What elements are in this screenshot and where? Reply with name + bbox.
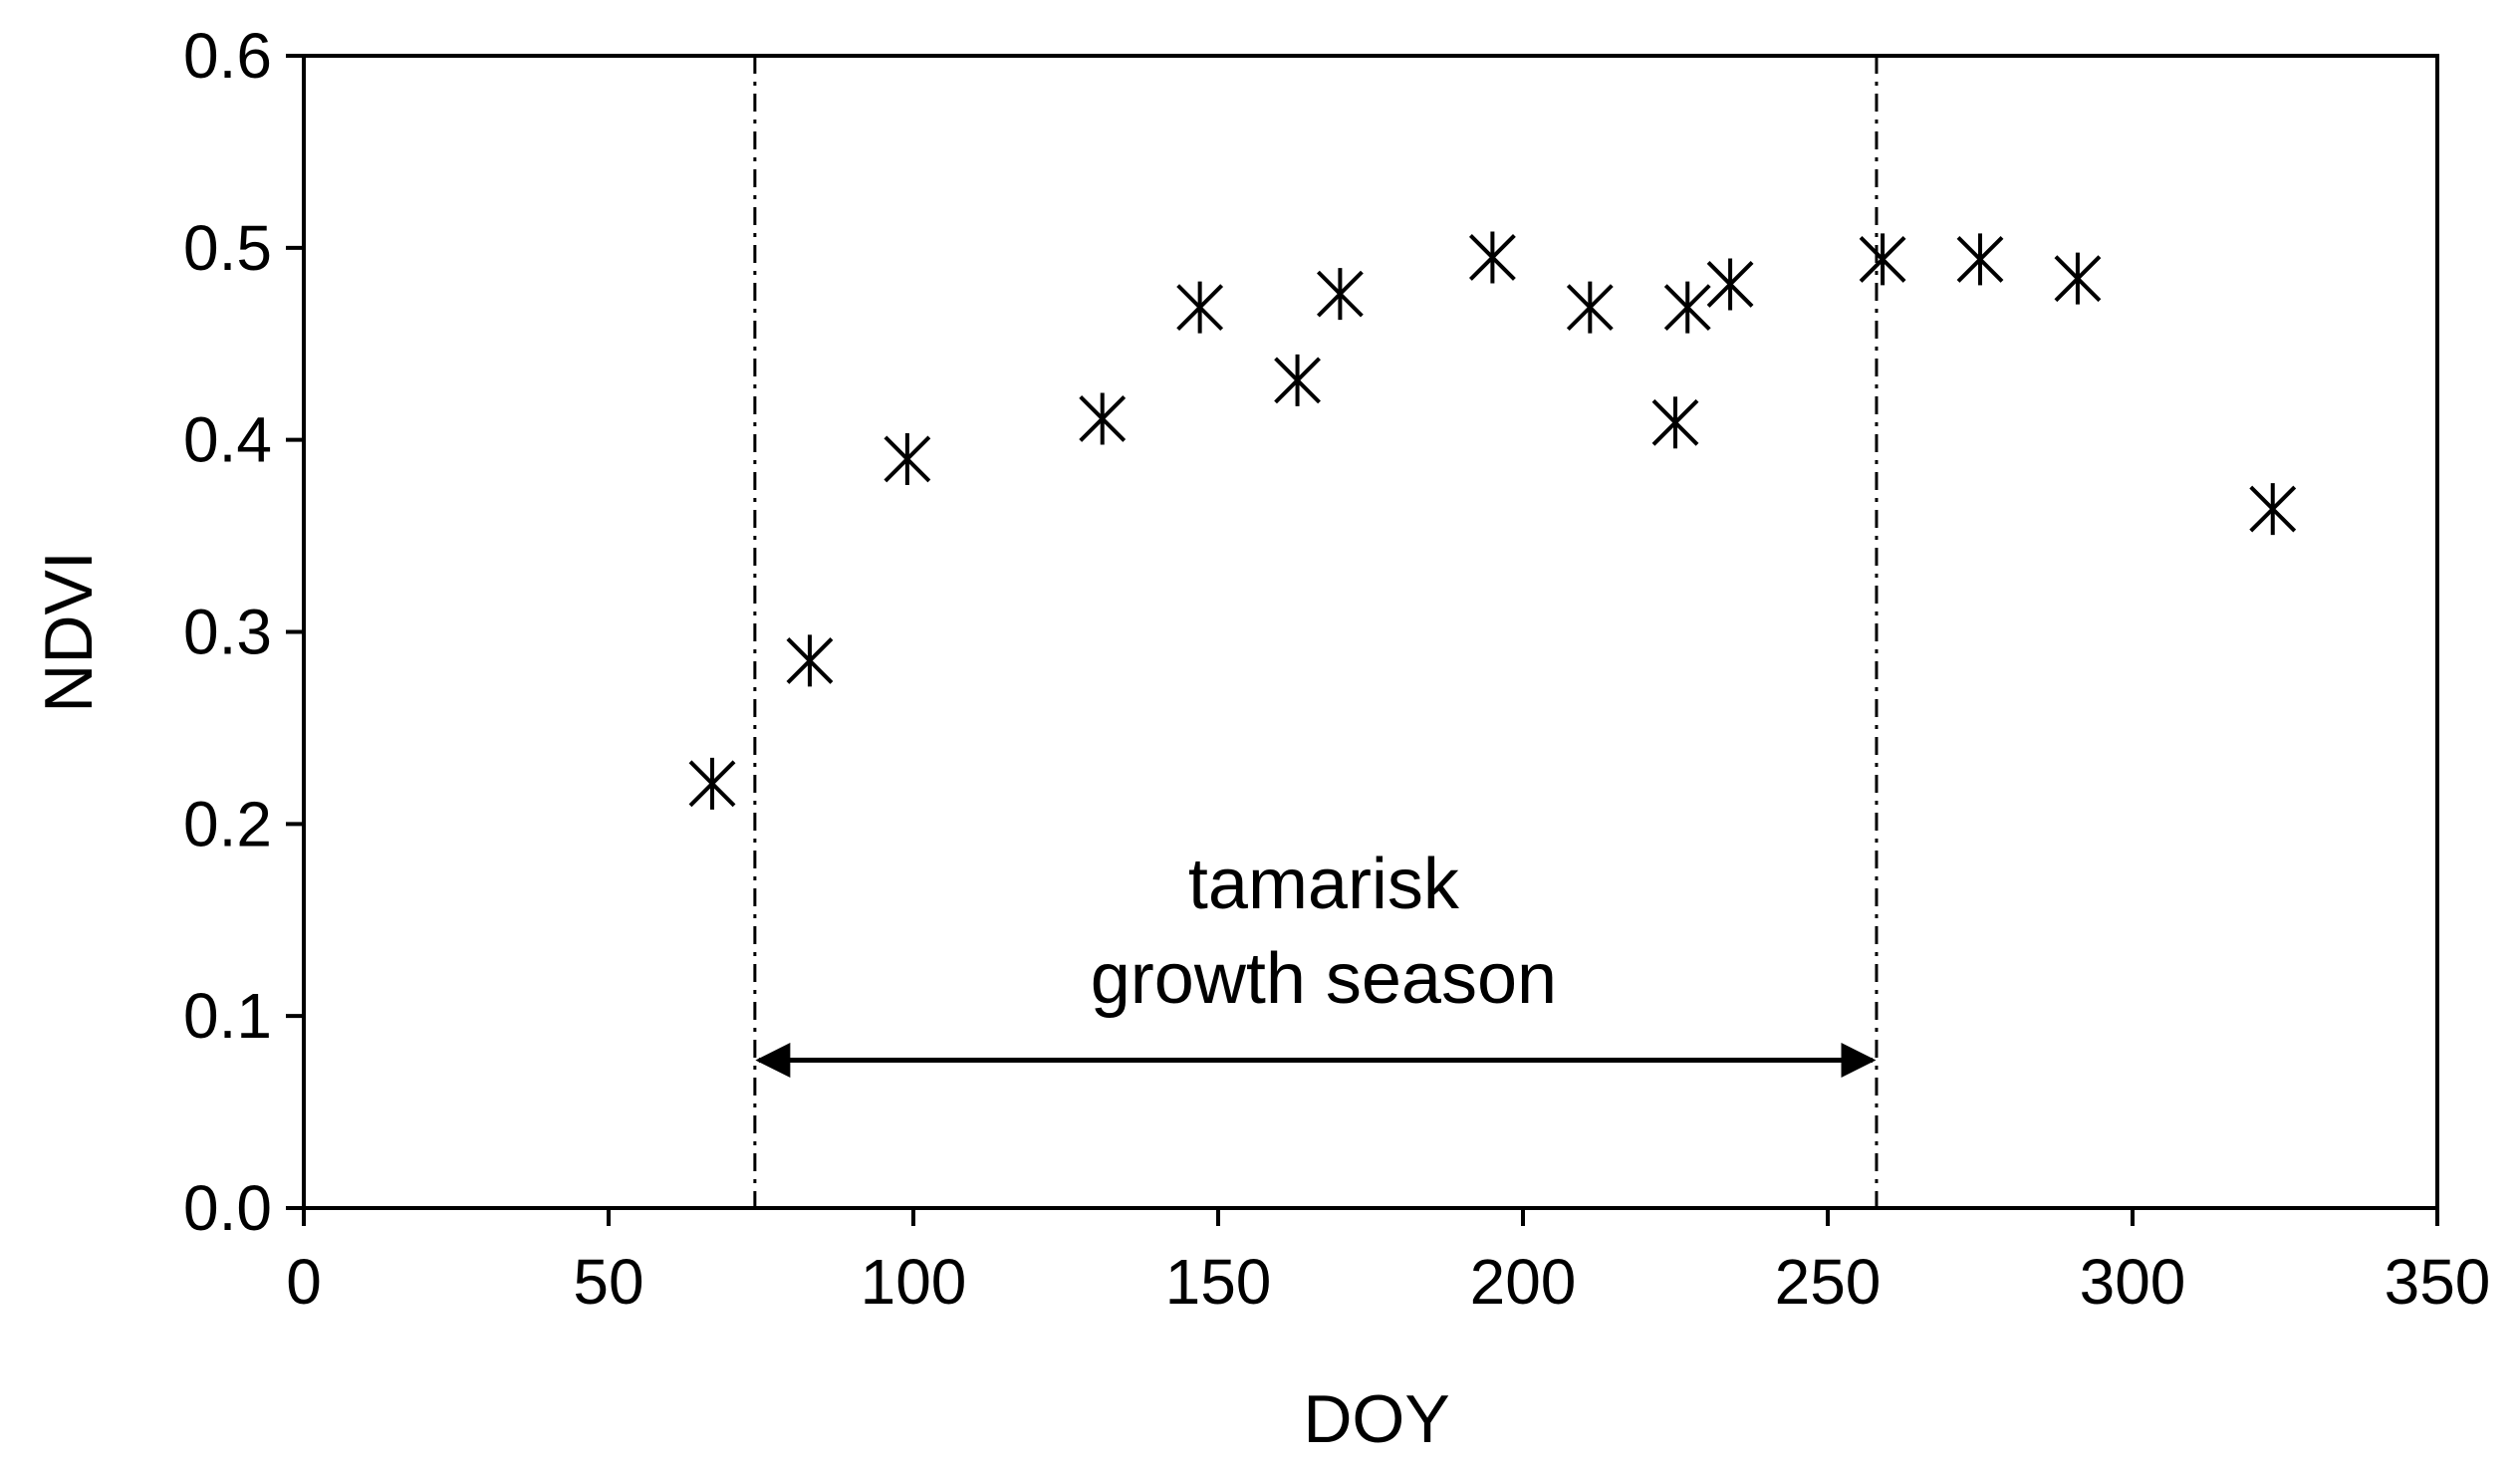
x-tick-label: 150 bbox=[1165, 1246, 1272, 1318]
y-tick-label: 0.3 bbox=[183, 597, 272, 668]
x-tick-label: 0 bbox=[286, 1246, 322, 1318]
annotation-line-1: tamarisk bbox=[1188, 845, 1460, 924]
data-point bbox=[688, 757, 736, 810]
data-point bbox=[1079, 392, 1127, 445]
x-axis: 0 50 100 150 200 250 300 350 bbox=[286, 1208, 2490, 1318]
y-tick-label: 0.6 bbox=[183, 20, 272, 92]
y-tick-label: 0.1 bbox=[183, 980, 272, 1052]
data-point bbox=[2054, 252, 2102, 305]
y-axis: 0.0 0.1 0.2 0.3 0.4 0.5 0.6 bbox=[183, 20, 304, 1244]
data-point bbox=[1468, 231, 1516, 284]
x-tick-label: 50 bbox=[573, 1246, 643, 1318]
x-tick-label: 250 bbox=[1775, 1246, 1882, 1318]
x-axis-title: DOY bbox=[1303, 1381, 1449, 1457]
data-point bbox=[1706, 258, 1754, 311]
y-tick-label: 0.5 bbox=[183, 212, 272, 284]
data-point bbox=[1663, 281, 1711, 334]
y-axis-title: NDVI bbox=[31, 551, 107, 712]
data-point bbox=[1274, 354, 1321, 406]
x-tick-label: 100 bbox=[861, 1246, 967, 1318]
y-tick-label: 0.0 bbox=[183, 1172, 272, 1244]
season-boundaries bbox=[753, 56, 1879, 1208]
data-point bbox=[786, 634, 834, 687]
data-point bbox=[1651, 396, 1699, 449]
data-point bbox=[1316, 268, 1364, 321]
data-point bbox=[1956, 233, 2004, 286]
data-point bbox=[1176, 281, 1224, 334]
data-point bbox=[883, 432, 931, 485]
data-point bbox=[2249, 483, 2297, 536]
data-point bbox=[1566, 281, 1614, 334]
x-tick-label: 200 bbox=[1470, 1246, 1577, 1318]
plot-frame bbox=[302, 54, 2439, 1210]
y-tick-label: 0.4 bbox=[183, 404, 272, 476]
data-points bbox=[688, 231, 2297, 810]
data-point bbox=[1859, 233, 1906, 286]
x-tick-label: 300 bbox=[2080, 1246, 2186, 1318]
y-tick-label: 0.2 bbox=[183, 788, 272, 859]
annotation-line-2: growth season bbox=[1091, 939, 1557, 1019]
x-tick-label: 350 bbox=[2385, 1246, 2491, 1318]
